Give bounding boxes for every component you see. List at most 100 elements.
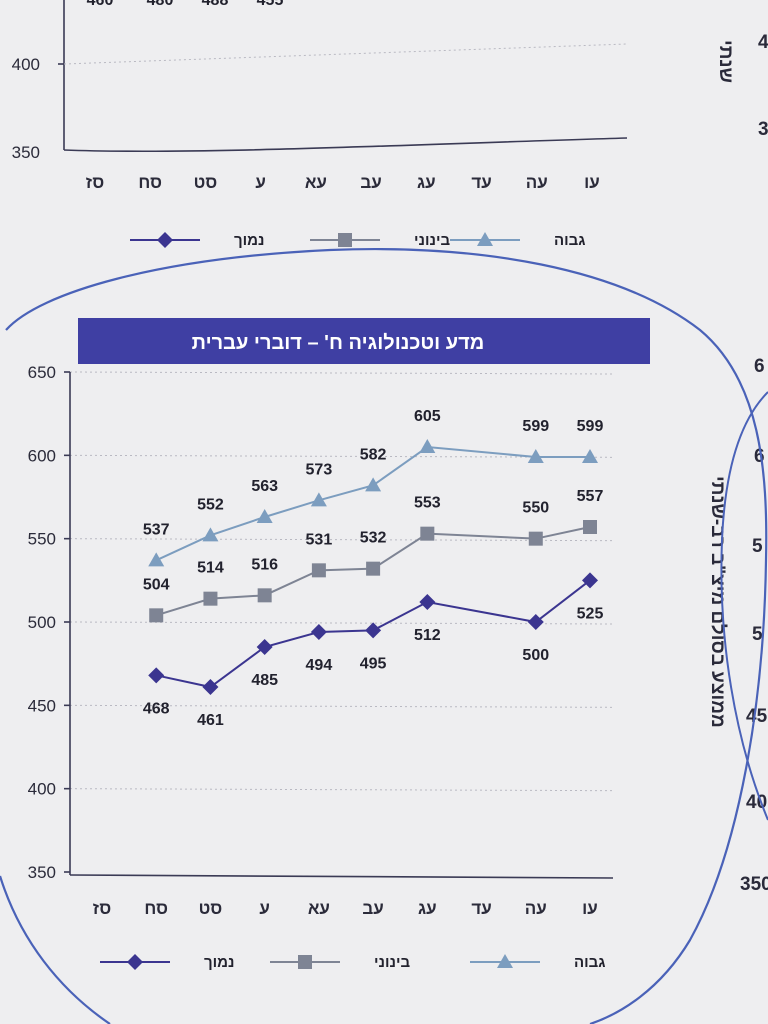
second-circle-stroke [720, 391, 768, 821]
top-y-tick-label: 400 [12, 55, 40, 74]
diamond-marker [419, 594, 436, 610]
data-label: 500 [522, 647, 549, 664]
edge-number: 3 [758, 119, 768, 140]
top-gridline [63, 43, 628, 65]
data-label: 504 [143, 576, 170, 593]
series-line [156, 579, 591, 689]
gridline [69, 538, 614, 542]
triangle-marker [365, 477, 382, 492]
data-label: 495 [360, 655, 387, 672]
diamond-marker [127, 954, 143, 970]
data-label: 557 [577, 488, 604, 505]
top-x-tick-label: עו [584, 173, 600, 192]
top-x-tick-label: עא [305, 173, 327, 192]
diamond-marker [310, 624, 327, 640]
data-label: 485 [251, 672, 278, 689]
square-marker [257, 588, 272, 603]
top-partial-label: 455 [257, 0, 284, 9]
top-x-tick-label: עה [526, 173, 548, 192]
triangle-marker [527, 449, 544, 463]
triangle-marker [582, 449, 598, 463]
data-label: 461 [197, 712, 224, 729]
data-label: 525 [577, 605, 604, 622]
data-label: 553 [414, 495, 441, 512]
series-line [155, 445, 590, 562]
diamond-marker [148, 667, 165, 684]
square-marker [298, 955, 312, 969]
data-label: 605 [414, 408, 441, 425]
y-tick-label: 650 [28, 363, 56, 382]
diamond-marker [527, 614, 544, 630]
diamond-marker [582, 572, 598, 589]
top-legend-label: גבוה [554, 232, 585, 249]
top-x-axis [63, 137, 628, 153]
triangle-marker [256, 509, 273, 523]
edge-number: 40 [746, 792, 767, 813]
top-x-tick-label: סט [194, 173, 218, 192]
top-x-tick-label: סז [86, 173, 104, 192]
gridline [69, 704, 614, 708]
x-tick-label: עה [525, 899, 547, 918]
x-tick-label: סז [93, 899, 111, 918]
y-tick-label: 350 [28, 863, 56, 882]
legend-label: בינוני [374, 954, 411, 971]
circle-stroke-bottom [0, 875, 111, 1024]
triangle-marker [202, 527, 219, 542]
y-tick-label: 600 [28, 446, 56, 465]
square-marker [311, 563, 326, 578]
x-tick-label: עב [362, 899, 383, 918]
gridline [69, 371, 614, 375]
legend-label: גבוה [574, 954, 605, 971]
triangle-marker [310, 492, 327, 507]
main-chart: מדע וטכנולוגיה ח' – דוברי עברית 650 600 55… [28, 318, 650, 971]
series-line [155, 526, 591, 617]
data-label: 599 [577, 418, 604, 435]
gridline [69, 788, 614, 792]
x-tick-label: עא [308, 899, 330, 918]
data-label: 514 [197, 560, 224, 577]
circle-annotation [0, 248, 768, 1024]
data-label: 563 [251, 478, 278, 495]
top-x-tick-label: עב [360, 173, 381, 192]
data-label: 494 [306, 657, 333, 674]
diamond-marker [256, 639, 273, 655]
data-label: 599 [522, 418, 549, 435]
square-marker [203, 591, 218, 606]
square-marker [149, 608, 164, 623]
gridline [69, 454, 614, 458]
top-y-tick-label: 350 [12, 143, 40, 162]
y-tick-label: 500 [28, 613, 56, 632]
data-label: 512 [414, 627, 441, 644]
top-x-tick-label: עד [471, 173, 491, 192]
top-x-tick-label: עג [417, 173, 436, 192]
x-tick-label: סח [144, 899, 168, 918]
title-banner [78, 318, 650, 364]
edge-number: 45 [746, 706, 768, 727]
diamond-marker [365, 622, 382, 639]
data-label: 532 [360, 530, 387, 547]
diamond-marker [202, 679, 219, 695]
data-label: 468 [143, 700, 170, 717]
x-tick-label: עד [471, 899, 491, 918]
edge-number: 4 [758, 32, 768, 53]
legend-label: נמוך [204, 954, 235, 971]
top-x-tick-label: ע [255, 173, 266, 192]
triangle-marker [148, 552, 165, 567]
right-vertical-axis-label: ממוצע בסולם מיצ"ב רב-שנתי [707, 476, 728, 728]
top-partial-label: 488 [202, 0, 229, 9]
data-label: 537 [143, 521, 170, 538]
y-tick-label: 400 [28, 780, 56, 799]
x-tick-label: עג [418, 899, 437, 918]
circle-stroke [5, 248, 768, 1024]
chart-title: מדע וטכנולוגיה ח' – דוברי עברית [192, 332, 485, 354]
data-label: 582 [360, 446, 387, 463]
top-vertical-text: שנתי [715, 40, 736, 83]
x-tick-label: עו [582, 899, 598, 918]
top-legend-label: בינוני [414, 232, 451, 249]
triangle-marker [497, 954, 513, 968]
square-marker [583, 520, 597, 534]
edge-number: 6 [754, 446, 765, 467]
triangle-marker [477, 232, 493, 246]
y-tick-label: 550 [28, 530, 56, 549]
